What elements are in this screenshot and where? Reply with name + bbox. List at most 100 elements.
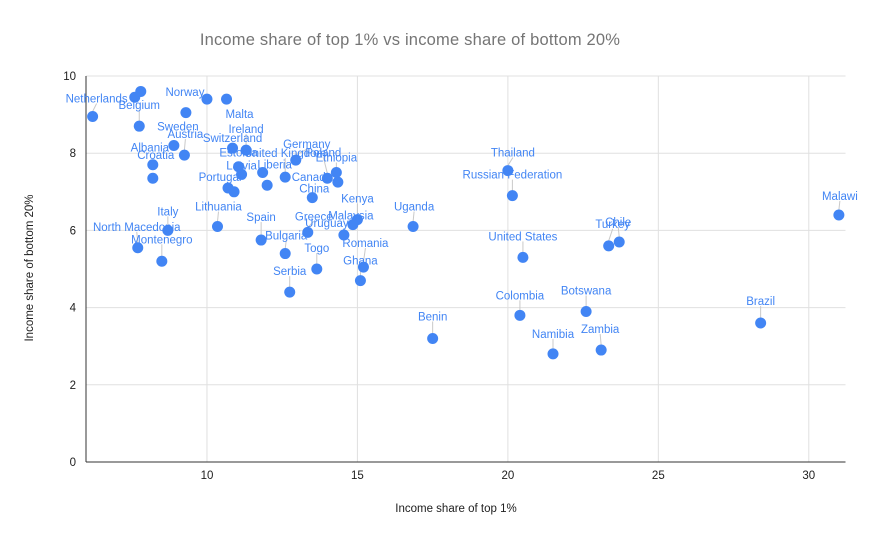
data-point-italy[interactable]: [162, 224, 174, 236]
x-tick-10: 10: [201, 470, 214, 482]
leader-line-poland: [322, 157, 328, 174]
point-label-malaysia: Malaysia: [328, 211, 374, 223]
data-point-canada[interactable]: [332, 176, 344, 188]
leader-line-thailand: [507, 157, 514, 166]
point-label-brazil: Brazil: [746, 296, 775, 308]
data-point-unlabeled[interactable]: [228, 186, 240, 198]
y-tick-2: 2: [70, 380, 76, 392]
leader-line-chile: [617, 226, 620, 238]
data-point-montenegro[interactable]: [156, 255, 168, 267]
data-point-unlabeled[interactable]: [147, 172, 159, 184]
leader-line-bulgaria: [284, 240, 287, 249]
data-point-united-kingdom[interactable]: [279, 171, 291, 183]
point-label-croatia: Croatia: [137, 150, 175, 162]
point-label-poland: Poland: [305, 147, 341, 159]
y-tick-0: 0: [70, 457, 76, 469]
point-label-serbia: Serbia: [273, 266, 307, 278]
data-point-spain[interactable]: [255, 234, 267, 246]
point-label-ireland: Ireland: [228, 124, 263, 136]
point-label-benin: Benin: [418, 311, 447, 323]
data-point-thailand[interactable]: [502, 165, 514, 177]
data-point-croatia[interactable]: [147, 159, 159, 171]
point-label-albania: Albania: [131, 142, 170, 154]
data-point-latvia[interactable]: [236, 168, 248, 180]
y-tick-6: 6: [70, 225, 76, 237]
data-point-unlabeled[interactable]: [135, 85, 147, 97]
x-tick-20: 20: [501, 470, 514, 482]
point-label-belgium: Belgium: [118, 100, 160, 112]
data-point-namibia[interactable]: [547, 348, 559, 360]
point-label-netherlands: Netherlands: [66, 94, 128, 106]
data-point-brazil[interactable]: [755, 317, 767, 329]
data-point-malta[interactable]: [221, 93, 233, 105]
leader-line-germany: [295, 148, 307, 156]
data-point-ireland[interactable]: [240, 144, 252, 156]
point-label-zambia: Zambia: [581, 324, 620, 336]
data-point-belgium[interactable]: [133, 120, 145, 132]
data-point-uruguay[interactable]: [338, 229, 350, 241]
data-point-botswana[interactable]: [580, 305, 592, 317]
point-label-united-states: United States: [488, 231, 557, 243]
x-axis-title: Income share of top 1%: [395, 503, 517, 515]
data-point-north-macedonia[interactable]: [132, 242, 144, 254]
data-point-benin[interactable]: [427, 332, 439, 344]
leader-line-zambia: [599, 334, 602, 346]
point-label-ghana: Ghana: [343, 256, 378, 268]
leader-line-turkey: [608, 228, 614, 241]
data-point-turkey[interactable]: [603, 240, 615, 252]
leader-line-romania: [362, 247, 366, 263]
point-label-estonia: Estonia: [219, 148, 258, 160]
data-point-albania[interactable]: [168, 139, 180, 151]
data-point-unlabeled[interactable]: [261, 179, 273, 191]
data-point-togo[interactable]: [311, 263, 323, 275]
data-point-austria[interactable]: [178, 149, 190, 161]
data-point-romania[interactable]: [357, 261, 369, 273]
point-label-togo: Togo: [304, 243, 329, 255]
leader-line-malawi: [838, 200, 841, 211]
point-label-spain: Spain: [246, 212, 275, 224]
data-point-sweden[interactable]: [180, 107, 192, 119]
data-point-greece[interactable]: [302, 226, 314, 238]
data-point-lithuania[interactable]: [211, 221, 223, 233]
data-point-netherlands[interactable]: [87, 111, 99, 123]
leader-line-north-macedonia: [136, 231, 139, 243]
data-point-colombia[interactable]: [514, 309, 526, 321]
data-point-united-states[interactable]: [517, 251, 529, 263]
point-label-uruguay: Uruguay: [305, 218, 349, 230]
data-point-germany[interactable]: [290, 154, 302, 166]
leader-line-greece: [307, 220, 315, 228]
point-label-kenya: Kenya: [341, 194, 374, 206]
point-label-italy: Italy: [157, 206, 178, 218]
point-label-romania: Romania: [342, 238, 389, 250]
y-tick-4: 4: [70, 303, 77, 315]
point-label-sweden: Sweden: [157, 122, 199, 134]
data-point-bulgaria[interactable]: [279, 248, 291, 260]
point-label-russian-federation: Russian Federation: [463, 170, 563, 182]
data-point-chile[interactable]: [613, 236, 625, 248]
data-point-liberia[interactable]: [257, 167, 269, 178]
point-label-north-macedonia: North Macedonia: [93, 222, 181, 234]
data-point-malawi[interactable]: [833, 209, 845, 221]
point-label-bulgaria: Bulgaria: [265, 231, 308, 243]
data-point-russian-federation[interactable]: [506, 190, 518, 202]
point-label-botswana: Botswana: [561, 285, 612, 297]
data-point-zambia[interactable]: [595, 344, 607, 356]
data-point-china[interactable]: [306, 192, 318, 204]
data-point-ethiopia[interactable]: [330, 167, 342, 178]
x-tick-15: 15: [351, 470, 364, 482]
point-label-malta: Malta: [225, 109, 254, 121]
point-label-germany: Germany: [283, 139, 331, 151]
data-point-serbia[interactable]: [284, 286, 296, 298]
point-label-turkey: Turkey: [595, 219, 630, 231]
data-point-norway[interactable]: [201, 93, 213, 105]
data-point-uganda[interactable]: [407, 221, 419, 233]
point-label-malawi: Malawi: [822, 191, 858, 203]
data-point-switzerland[interactable]: [227, 142, 239, 154]
point-label-colombia: Colombia: [496, 290, 545, 302]
point-label-ethiopia: Ethiopia: [316, 153, 358, 165]
data-point-malaysia[interactable]: [347, 219, 359, 231]
x-tick-30: 30: [802, 470, 815, 482]
data-point-poland[interactable]: [321, 172, 333, 184]
data-point-ghana[interactable]: [354, 275, 366, 287]
